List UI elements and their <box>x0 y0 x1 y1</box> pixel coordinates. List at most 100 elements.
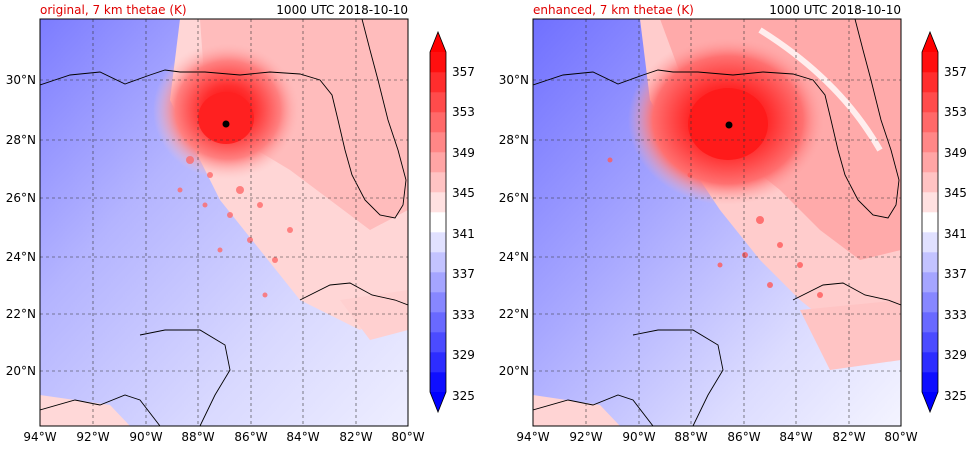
colorbar-band <box>922 72 938 93</box>
colorbar-band <box>922 252 938 273</box>
colorbar-band <box>922 312 938 333</box>
lon-tick: 80°W <box>884 430 917 444</box>
colorbar-band <box>430 352 446 373</box>
colorbar-tick: 341 <box>944 227 967 241</box>
lon-tick: 94°W <box>516 430 549 444</box>
colorbar-tick: 325 <box>452 389 475 403</box>
lat-tick: 26°N <box>499 191 529 205</box>
colorbar-band <box>922 52 938 73</box>
panel-title-right: 1000 UTC 2018-10-10 <box>769 3 901 17</box>
map-frame <box>532 18 902 427</box>
coastlines-enhanced <box>533 19 901 426</box>
colorbar-band <box>430 112 446 133</box>
colorbar-band <box>922 132 938 153</box>
lat-tick: 28°N <box>6 133 36 147</box>
colorbar-band <box>430 292 446 313</box>
lon-tick: 94°W <box>23 430 56 444</box>
colorbar-extend-min <box>922 392 938 412</box>
lon-tick: 82°W <box>832 430 865 444</box>
lat-tick: 30°N <box>6 73 36 87</box>
colorbar-tick: 353 <box>944 105 967 119</box>
lon-tick: 82°W <box>339 430 372 444</box>
lat-tick: 20°N <box>499 364 529 378</box>
colorbar-band <box>430 312 446 333</box>
lon-tick: 88°W <box>674 430 707 444</box>
lon-tick: 88°W <box>181 430 214 444</box>
colorbar-band <box>922 92 938 113</box>
colorbar-band <box>922 192 938 213</box>
colorbar-tick: 341 <box>452 227 475 241</box>
colorbar-original: 357 353 349 345 341 337 333 329 325 <box>429 30 475 414</box>
colorbar-band <box>430 272 446 293</box>
lon-tick: 86°W <box>234 430 267 444</box>
colorbar-band <box>922 272 938 293</box>
colorbar-extend-min <box>430 392 446 412</box>
colorbar-tick: 333 <box>944 308 967 322</box>
colorbar-band <box>430 92 446 113</box>
lon-ticks: 94°W 92°W 90°W 88°W 86°W 84°W 82°W 80°W <box>23 430 424 444</box>
lat-tick: 28°N <box>499 133 529 147</box>
colorbar-band <box>430 72 446 93</box>
colorbar-tick: 349 <box>452 146 475 160</box>
lat-tick: 22°N <box>6 307 36 321</box>
lat-tick: 24°N <box>6 250 36 264</box>
colorbar-band <box>430 132 446 153</box>
colorbar-band <box>922 232 938 253</box>
colorbar-frame <box>921 30 939 414</box>
lon-tick: 84°W <box>286 430 319 444</box>
colorbar-frame <box>429 30 447 414</box>
colorbar-band <box>922 332 938 353</box>
colorbar-band <box>922 172 938 193</box>
lat-tick: 24°N <box>499 250 529 264</box>
colorbar-band <box>922 112 938 133</box>
colorbar-tick: 337 <box>944 267 967 281</box>
panel-enhanced: enhanced, 7 km thetae (K) 1000 UTC 2018-… <box>499 3 967 444</box>
colorbar-tick: 357 <box>944 65 967 79</box>
storm-center-marker <box>222 120 230 128</box>
map-field-original <box>40 19 408 426</box>
gridlines-original <box>40 19 408 426</box>
colorbar-extend-max <box>922 32 938 52</box>
lon-ticks: 94°W 92°W 90°W 88°W 86°W 84°W 82°W 80°W <box>516 430 917 444</box>
panel-title-left: original, 7 km thetae (K) <box>40 3 187 17</box>
colorbar-tick: 329 <box>944 348 967 362</box>
colorbar-enhanced: 357 353 349 345 341 337 333 329 325 <box>921 30 967 414</box>
colorbar-tick: 345 <box>944 186 967 200</box>
colorbar-tick: 325 <box>944 389 967 403</box>
lon-tick: 84°W <box>779 430 812 444</box>
colorbar-extend-max <box>430 32 446 52</box>
panel-title-right: 1000 UTC 2018-10-10 <box>276 3 408 17</box>
lon-tick: 90°W <box>129 430 162 444</box>
gridlines-enhanced <box>533 19 901 426</box>
colorbar-band <box>430 172 446 193</box>
lat-ticks: 30°N 28°N 26°N 24°N 22°N 20°N <box>6 73 36 378</box>
lat-ticks: 30°N 28°N 26°N 24°N 22°N 20°N <box>499 73 529 378</box>
colorbar-band <box>922 372 938 393</box>
colorbar-band <box>922 292 938 313</box>
storm-center-marker <box>725 121 733 129</box>
lat-tick: 22°N <box>499 307 529 321</box>
colorbar-band <box>430 332 446 353</box>
colorbar-band <box>430 232 446 253</box>
colorbar-tick: 337 <box>452 267 475 281</box>
lat-tick: 26°N <box>6 191 36 205</box>
colorbar-band <box>430 212 446 233</box>
panel-title-left: enhanced, 7 km thetae (K) <box>533 3 694 17</box>
lon-tick: 90°W <box>622 430 655 444</box>
lat-tick: 30°N <box>499 73 529 87</box>
colorbar-tick: 345 <box>452 186 475 200</box>
colorbar-band <box>922 352 938 373</box>
coastlines-original <box>40 19 408 426</box>
map-frame <box>39 18 409 427</box>
lon-tick: 92°W <box>569 430 602 444</box>
map-field-enhanced <box>533 19 901 426</box>
colorbar-tick: 329 <box>452 348 475 362</box>
lon-tick: 92°W <box>76 430 109 444</box>
colorbar-band <box>922 212 938 233</box>
lon-tick: 80°W <box>391 430 424 444</box>
colorbar-tick: 353 <box>452 105 475 119</box>
colorbar-band <box>430 252 446 273</box>
colorbar-band <box>430 372 446 393</box>
colorbar-band <box>922 152 938 173</box>
